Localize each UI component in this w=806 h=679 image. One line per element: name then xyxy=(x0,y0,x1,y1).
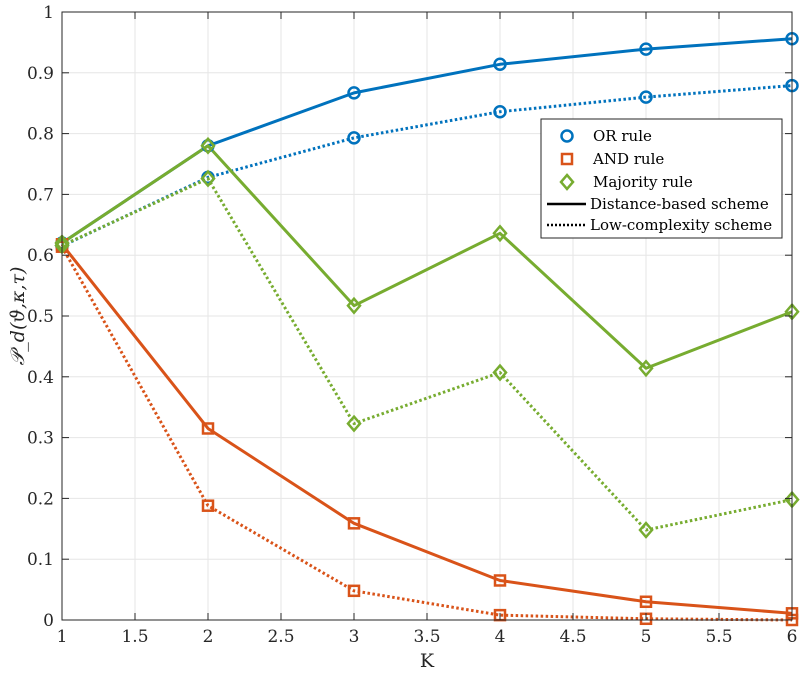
y-tick-label: 0.2 xyxy=(27,489,54,509)
legend-entry-low: Low-complexity scheme xyxy=(547,216,772,234)
y-tick-label: 0.1 xyxy=(27,550,54,570)
series-line-majority-low xyxy=(61,177,793,532)
legend-entry-majority: Majority rule xyxy=(559,173,693,191)
x-tick-label: 6 xyxy=(787,627,798,647)
data-point-and-low xyxy=(347,584,361,598)
legend-and-label: AND rule xyxy=(592,150,664,168)
data-point-and-distance xyxy=(639,595,653,609)
x-tick-label: 5 xyxy=(641,627,652,647)
legend: OR rule AND rule Majority rule Distance-… xyxy=(540,118,783,239)
x-tick-label: 4 xyxy=(495,627,506,647)
data-point-majority-distance xyxy=(346,296,362,315)
data-point-majority-low xyxy=(346,414,362,433)
y-tick-label: 0.8 xyxy=(27,125,54,145)
y-tick-label: 0.3 xyxy=(27,429,54,449)
data-point-majority-low xyxy=(492,363,508,382)
series-lines xyxy=(60,37,793,622)
data-point-and-distance xyxy=(201,422,215,435)
x-axis-label: K xyxy=(420,650,435,672)
y-tick-label: 0 xyxy=(43,611,54,631)
data-point-or-distance xyxy=(639,42,653,56)
x-tick-label: 1 xyxy=(57,627,68,647)
data-point-or-low xyxy=(639,90,653,104)
legend-or-marker xyxy=(560,129,574,143)
y-axis-label: 𝒫_d(ϑ,κ,τ) xyxy=(7,267,29,366)
series-line-and-distance xyxy=(60,243,793,615)
data-point-or-low xyxy=(493,104,507,119)
y-tick-label: 0.6 xyxy=(27,246,54,266)
y-tick-label: 1 xyxy=(43,3,54,23)
data-point-majority-low xyxy=(200,169,216,188)
legend-low-label: Low-complexity scheme xyxy=(590,216,772,234)
data-point-majority-low xyxy=(638,521,654,539)
legend-majority-label: Majority rule xyxy=(593,173,693,191)
data-point-majority-distance xyxy=(492,224,508,243)
data-point-or-distance xyxy=(347,86,361,100)
x-tick-label: 2.5 xyxy=(267,627,294,647)
legend-majority-marker xyxy=(559,173,575,191)
series-line-majority-distance xyxy=(61,144,793,370)
data-point-and-distance xyxy=(493,574,507,587)
legend-entry-and: AND rule xyxy=(560,150,664,168)
x-tick-label: 4.5 xyxy=(559,627,586,647)
data-point-majority-distance xyxy=(638,359,654,378)
series-line-or-low xyxy=(61,84,793,248)
data-point-majority-distance xyxy=(200,136,216,155)
legend-entry-distance: Distance-based scheme xyxy=(547,195,769,213)
legend-entry-or: OR rule xyxy=(560,127,652,145)
x-tick-label: 1.5 xyxy=(121,627,148,647)
legend-or-label: OR rule xyxy=(593,127,652,145)
y-tick-label: 0.5 xyxy=(27,307,54,327)
legend-distance-label: Distance-based scheme xyxy=(590,195,769,213)
legend-box xyxy=(540,118,783,239)
data-point-or-distance xyxy=(493,57,507,72)
series-line-and-low xyxy=(60,245,793,622)
x-tick-label: 3 xyxy=(349,627,360,647)
y-tick-label: 0.4 xyxy=(27,368,54,388)
x-tick-label: 2 xyxy=(203,627,214,647)
legend-and-marker xyxy=(560,152,574,166)
data-point-and-distance xyxy=(347,517,361,530)
y-tick-label: 0.7 xyxy=(27,185,54,205)
data-point-and-low xyxy=(201,499,215,512)
x-tick-label: 5.5 xyxy=(705,627,732,647)
data-point-or-low xyxy=(347,131,361,145)
x-tick-label: 3.5 xyxy=(413,627,440,647)
y-tick-label: 0.9 xyxy=(27,64,54,84)
ticks: 1 1.5 2 2.5 3 3.5 4 4.5 5 5.5 6 0 0.1 0.2 0.3 0.4 0.5 0.6… xyxy=(27,3,797,647)
